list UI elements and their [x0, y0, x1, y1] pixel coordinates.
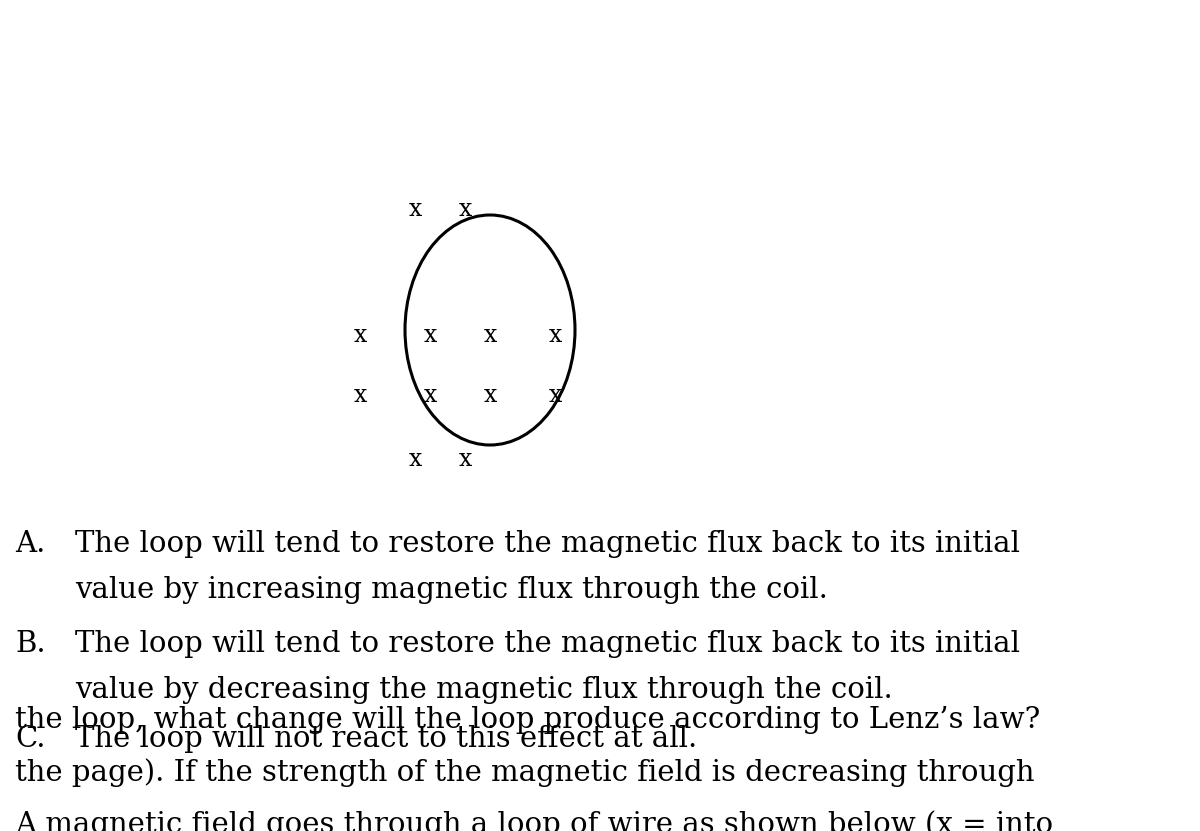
Text: x: x	[353, 383, 367, 406]
Text: The loop will tend to restore the magnetic flux back to its initial: The loop will tend to restore the magnet…	[74, 630, 1020, 658]
Text: x: x	[458, 199, 472, 222]
Text: x: x	[424, 383, 437, 406]
Text: x: x	[458, 449, 472, 471]
Text: The loop will tend to restore the magnetic flux back to its initial: The loop will tend to restore the magnet…	[74, 530, 1020, 558]
Text: A.: A.	[14, 530, 46, 558]
Text: value by decreasing the magnetic flux through the coil.: value by decreasing the magnetic flux th…	[74, 676, 893, 704]
Text: x: x	[548, 383, 562, 406]
Text: the loop, what change will the loop produce according to Lenz’s law?: the loop, what change will the loop prod…	[14, 706, 1040, 734]
Text: A magnetic field goes through a loop of wire as shown below (x = into: A magnetic field goes through a loop of …	[14, 810, 1054, 831]
Text: x: x	[408, 199, 421, 222]
Text: C.: C.	[14, 725, 46, 753]
Text: x: x	[424, 323, 437, 347]
Text: The loop will not react to this effect at all.: The loop will not react to this effect a…	[74, 725, 697, 753]
Text: x: x	[408, 449, 421, 471]
Text: B.: B.	[14, 630, 46, 658]
Text: x: x	[484, 383, 497, 406]
Text: value by increasing magnetic flux through the coil.: value by increasing magnetic flux throug…	[74, 576, 828, 604]
Text: x: x	[484, 323, 497, 347]
Text: the page). If the strength of the magnetic field is decreasing through: the page). If the strength of the magnet…	[14, 758, 1034, 787]
Text: x: x	[353, 323, 367, 347]
Text: x: x	[548, 323, 562, 347]
